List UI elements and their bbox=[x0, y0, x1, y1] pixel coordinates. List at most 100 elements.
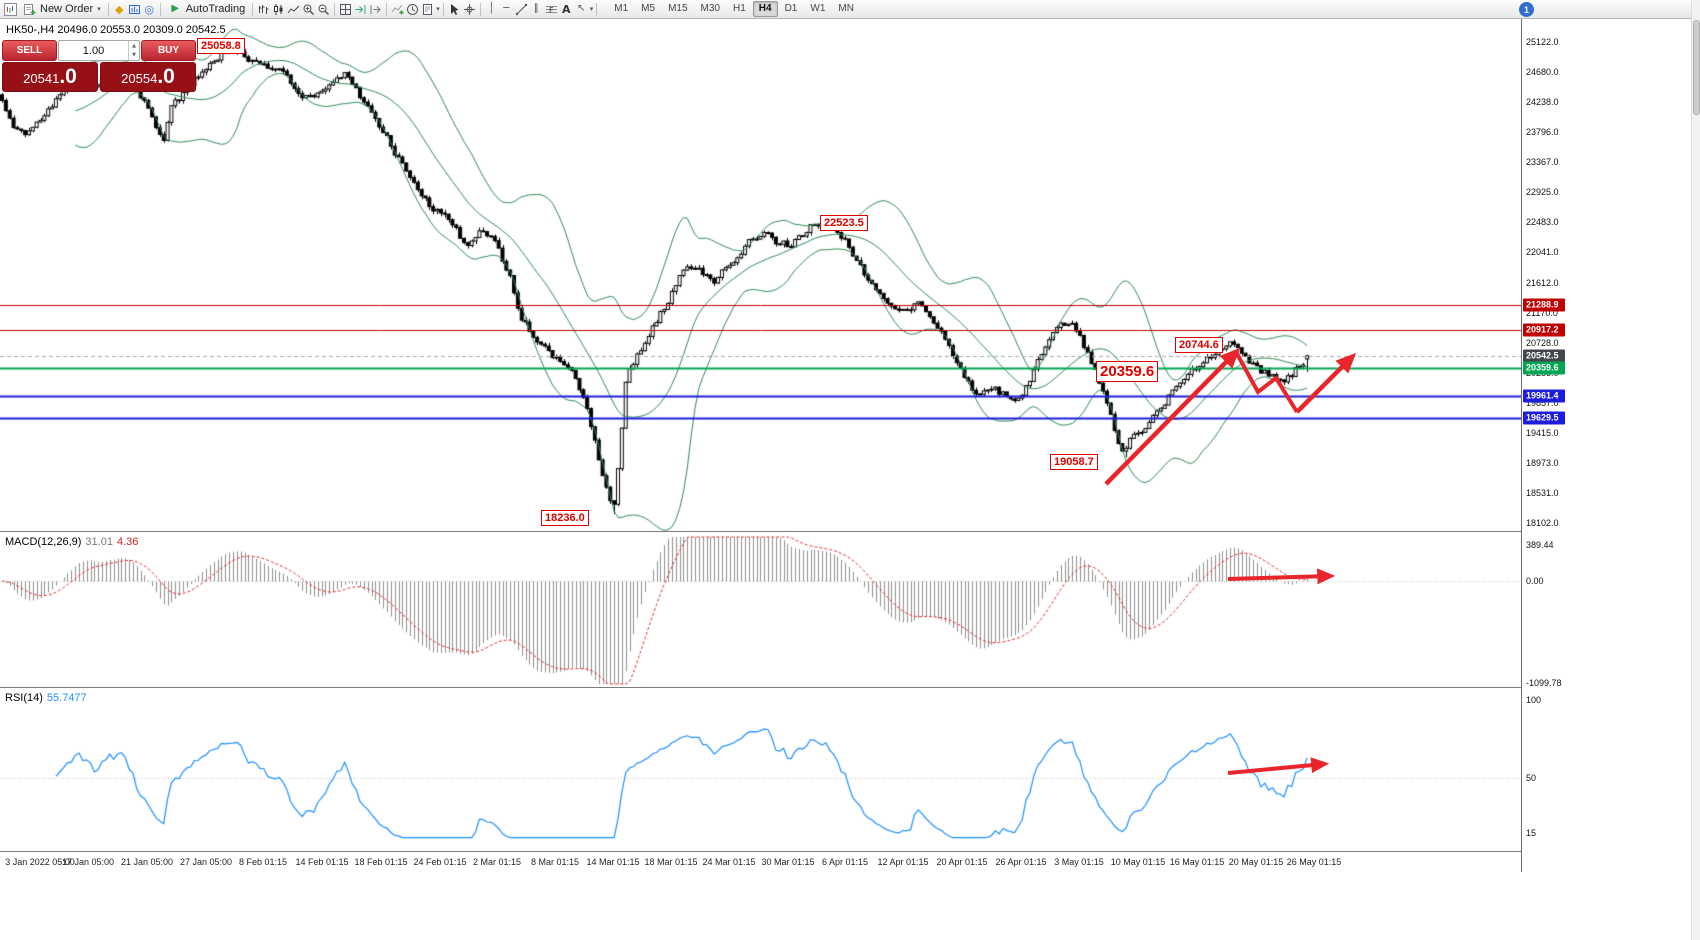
notification-icon[interactable]: 1 bbox=[1519, 2, 1534, 17]
price-axis-tick: 19857.0 bbox=[1526, 397, 1559, 408]
vertical-scrollbar[interactable] bbox=[1691, 0, 1700, 940]
panel-separator[interactable] bbox=[0, 687, 1691, 688]
time-axis[interactable]: 3 Jan 2022 05:00 17 Jan 05:00 21 Jan 05:00… bbox=[0, 852, 1691, 872]
price-tag-21288.9: 21288.9 bbox=[1523, 298, 1565, 312]
time-axis-label: 6 Apr 01:15 bbox=[821, 857, 869, 867]
market-watch-icon[interactable] bbox=[127, 2, 142, 17]
channel-icon[interactable]: ∥ bbox=[533, 3, 539, 14]
rsi-axis-tick: 50 bbox=[1526, 773, 1537, 784]
toolbar: New Order ▾ ◆ ◎ ▶ AutoTrading bbox=[0, 0, 1700, 19]
timeframe-toolbar: M1 M5 M15 M30 H1 H4 D1 W1 MN bbox=[608, 1, 860, 17]
macd-name: MACD(12,26,9) bbox=[5, 536, 82, 548]
lot-size-input[interactable]: 1.00 ▲ ▼ bbox=[58, 40, 140, 61]
timeframe-button-m30[interactable]: M30 bbox=[700, 3, 720, 14]
buy-price-display[interactable]: 20554.0 bbox=[100, 62, 196, 92]
rsi-canvas[interactable] bbox=[0, 688, 1521, 851]
zoom-in-icon[interactable] bbox=[301, 2, 316, 17]
timeframe-button-h1[interactable]: H1 bbox=[732, 3, 746, 14]
timeframe-button-w1[interactable]: W1 bbox=[810, 3, 826, 14]
price-axis-tick: 25122.0 bbox=[1526, 37, 1559, 47]
autotrading-button[interactable]: ▶ AutoTrading bbox=[164, 1, 250, 18]
timeframe-button-m15[interactable]: M15 bbox=[668, 3, 688, 14]
svg-text:F: F bbox=[549, 6, 554, 15]
price-axis-tick: 22041.0 bbox=[1526, 247, 1559, 258]
price-chart-canvas[interactable] bbox=[0, 19, 1521, 531]
lot-stepper[interactable]: ▲ ▼ bbox=[128, 41, 139, 60]
navigator-icon[interactable]: ◎ bbox=[144, 2, 154, 16]
timeframe-button-m1[interactable]: M1 bbox=[614, 3, 629, 14]
time-axis-label: 20 Apr 01:15 bbox=[936, 857, 988, 867]
line-chart-icon[interactable] bbox=[286, 2, 301, 17]
price-axis-tick: 18531.0 bbox=[1526, 487, 1559, 498]
notification-count: 1 bbox=[1523, 4, 1529, 15]
time-axis-label: 30 Mar 01:15 bbox=[761, 857, 815, 867]
macd-axis-tick: 0.00 bbox=[1526, 576, 1544, 587]
symbol-ohlc-text: HK50-,H4 20496.0 20553.0 20309.0 20542.5 bbox=[6, 24, 226, 36]
periods-icon[interactable] bbox=[405, 2, 420, 17]
timeframe-button-h4[interactable]: H4 bbox=[752, 1, 778, 17]
new-order-button[interactable]: New Order ▾ bbox=[18, 1, 105, 18]
bar-chart-icon[interactable] bbox=[256, 2, 271, 17]
timeframe-button-d1[interactable]: D1 bbox=[784, 3, 798, 14]
vertical-line-icon[interactable]: │ bbox=[488, 3, 495, 14]
toolbar-separator bbox=[252, 2, 254, 16]
price-annotation-25058.8[interactable]: 25058.8 bbox=[197, 38, 245, 54]
panel-separator[interactable] bbox=[0, 531, 1691, 532]
autotrading-play-icon: ▶ bbox=[171, 3, 180, 14]
chevron-down-icon: ▾ bbox=[436, 5, 440, 13]
sell-price-display[interactable]: 20541.0 bbox=[2, 62, 98, 92]
candlestick-chart-icon[interactable] bbox=[271, 2, 286, 17]
metaeditor-icon[interactable]: ◆ bbox=[114, 2, 124, 16]
time-axis-label: 2 Mar 01:15 bbox=[472, 857, 522, 867]
tile-windows-icon[interactable] bbox=[338, 2, 353, 17]
time-axis-label: 18 Feb 01:15 bbox=[354, 857, 408, 867]
chart-shift-icon[interactable] bbox=[368, 2, 383, 17]
rsi-value: 55.7477 bbox=[46, 692, 87, 704]
rsi-axis-tick: 100 bbox=[1526, 695, 1542, 705]
templates-icon[interactable] bbox=[420, 2, 435, 17]
panel-separator[interactable] bbox=[0, 851, 1691, 852]
macd-axis-tick: 389.44 bbox=[1526, 540, 1554, 550]
fibonacci-icon[interactable]: F bbox=[544, 2, 559, 17]
price-axis-tick: 18102.0 bbox=[1526, 518, 1559, 528]
price-annotation-22523.5[interactable]: 22523.5 bbox=[820, 215, 868, 231]
buy-button[interactable]: BUY bbox=[141, 40, 196, 61]
macd-canvas[interactable] bbox=[0, 532, 1521, 687]
sell-button[interactable]: SELL bbox=[2, 40, 57, 61]
crosshair-icon[interactable] bbox=[462, 2, 477, 17]
text-tool-icon[interactable]: A bbox=[561, 2, 571, 16]
price-annotation-18236.0[interactable]: 18236.0 bbox=[541, 510, 589, 526]
price-tag-20359.6: 20359.6 bbox=[1523, 361, 1565, 375]
trendline-icon[interactable] bbox=[514, 2, 529, 17]
zoom-out-icon[interactable] bbox=[316, 2, 331, 17]
price-axis[interactable]: 25122.0 24680.0 24238.0 23796.0 23367.0 22925… bbox=[1521, 19, 1691, 872]
scrollbar-thumb[interactable] bbox=[1693, 20, 1700, 115]
price-annotation-20744.6[interactable]: 20744.6 bbox=[1175, 337, 1223, 353]
lot-decrement-icon[interactable]: ▼ bbox=[132, 52, 136, 59]
lot-increment-icon[interactable]: ▲ bbox=[132, 42, 136, 49]
lot-size-value: 1.00 bbox=[82, 44, 105, 57]
toolbar-separator bbox=[107, 2, 109, 16]
price-axis-tick: 20728.0 bbox=[1526, 337, 1559, 348]
price-annotation-20359.6[interactable]: 20359.6 bbox=[1096, 361, 1159, 382]
rsi-panel: RSI(14) 55.7477 bbox=[0, 688, 1521, 851]
sell-button-label: SELL bbox=[16, 45, 43, 56]
timeframe-button-mn[interactable]: MN bbox=[838, 3, 854, 14]
time-axis-label: 14 Feb 01:15 bbox=[295, 857, 349, 867]
indicators-icon[interactable] bbox=[390, 2, 405, 17]
autotrading-label: AutoTrading bbox=[185, 3, 246, 15]
rsi-axis-tick: 15 bbox=[1526, 828, 1537, 838]
price-annotation-19058.7[interactable]: 19058.7 bbox=[1050, 454, 1098, 470]
auto-scroll-icon[interactable] bbox=[353, 2, 368, 17]
buy-button-label: BUY bbox=[157, 45, 180, 56]
macd-value: 31.01 bbox=[85, 536, 113, 548]
timeframe-button-m5[interactable]: M5 bbox=[641, 3, 656, 14]
horizontal-line-icon[interactable]: ─ bbox=[503, 3, 510, 14]
chart-ohlc-label: HK50-,H4 20496.0 20553.0 20309.0 20542.5 bbox=[6, 24, 226, 36]
rsi-name: RSI(14) bbox=[5, 692, 43, 704]
new-chart-icon[interactable] bbox=[3, 2, 18, 17]
cursor-icon[interactable] bbox=[447, 2, 462, 17]
toolbar-separator bbox=[479, 2, 481, 16]
arrows-tool-icon[interactable]: ↖ bbox=[577, 3, 586, 14]
